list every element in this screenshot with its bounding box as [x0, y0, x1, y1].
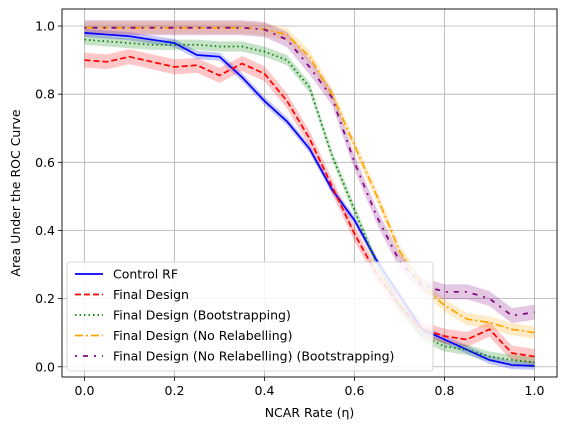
x-tick-label: 0.6 [345, 383, 365, 398]
confidence-bands [84, 20, 535, 370]
x-tick-label: 0.2 [165, 383, 185, 398]
y-tick-label: 0.0 [35, 359, 55, 374]
x-axis-ticks: 0.0 0.2 0.4 0.6 0.8 1.0 [75, 377, 545, 398]
x-tick-label: 0.4 [255, 383, 275, 398]
y-tick-label: 0.6 [35, 155, 55, 170]
legend-box [66, 261, 434, 372]
x-axis-label: NCAR Rate (η) [265, 405, 355, 420]
legend: Control RF Final Design Final Design (Boot… [66, 261, 434, 372]
legend-label-3: Final Design (No Relabelling) [113, 328, 293, 343]
x-tick-label: 0.8 [435, 383, 455, 398]
legend-label-4: Final Design (No Relabelling) (Bootstrap… [113, 349, 394, 364]
x-tick-label: 0.0 [75, 383, 95, 398]
series-lines [84, 26, 535, 367]
legend-label-1: Final Design [113, 287, 189, 302]
plot-frame [61, 8, 558, 378]
series-line-1 [84, 55, 535, 358]
y-axis-ticks: 0.0 0.2 0.4 0.6 0.8 1.0 [35, 19, 62, 374]
y-tick-label: 0.2 [35, 291, 55, 306]
legend-label-0: Control RF [113, 267, 178, 282]
confidence-band-4 [84, 20, 535, 324]
y-axis-label: Area Under the ROC Curve [8, 109, 23, 276]
legend-label-2: Final Design (Bootstrapping) [113, 308, 291, 323]
series-line-4 [84, 26, 535, 317]
confidence-band-1 [84, 49, 535, 365]
series-line-2 [84, 38, 535, 364]
y-tick-label: 1.0 [35, 19, 55, 34]
y-tick-label: 0.8 [35, 87, 55, 102]
y-tick-label: 0.4 [35, 223, 55, 238]
series-line-3 [84, 26, 535, 334]
x-tick-label: 1.0 [525, 383, 545, 398]
series-line-0 [84, 32, 535, 367]
